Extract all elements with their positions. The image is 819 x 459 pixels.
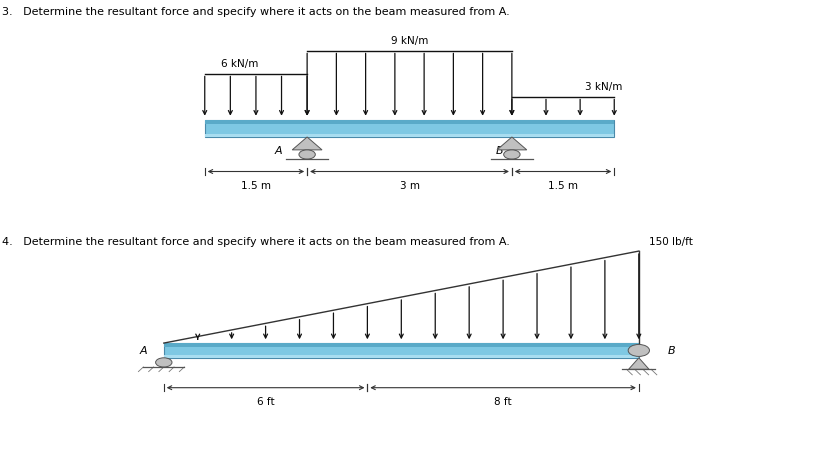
Polygon shape bbox=[497, 138, 527, 151]
Text: 8 ft: 8 ft bbox=[495, 396, 512, 406]
Bar bbox=[205, 120, 614, 125]
Circle shape bbox=[504, 151, 520, 160]
Bar bbox=[164, 343, 639, 347]
Text: 3.   Determine the resultant force and specify where it acts on the beam measure: 3. Determine the resultant force and spe… bbox=[2, 7, 509, 17]
Bar bbox=[205, 134, 614, 138]
Circle shape bbox=[299, 151, 315, 160]
Text: 6 kN/m: 6 kN/m bbox=[221, 59, 258, 69]
Circle shape bbox=[628, 345, 649, 357]
Text: 4.   Determine the resultant force and specify where it acts on the beam measure: 4. Determine the resultant force and spe… bbox=[2, 236, 509, 246]
Text: 1.5 m: 1.5 m bbox=[241, 180, 271, 190]
Text: 150 lb/ft: 150 lb/ft bbox=[649, 236, 693, 246]
Circle shape bbox=[156, 358, 172, 367]
Text: 3 kN/m: 3 kN/m bbox=[586, 82, 622, 92]
Bar bbox=[164, 355, 639, 358]
Polygon shape bbox=[629, 358, 649, 369]
Text: 9 kN/m: 9 kN/m bbox=[391, 36, 428, 46]
Text: A: A bbox=[275, 146, 283, 156]
Bar bbox=[164, 343, 639, 358]
Text: 1.5 m: 1.5 m bbox=[548, 180, 578, 190]
Bar bbox=[205, 120, 614, 138]
Text: A: A bbox=[140, 346, 147, 356]
Text: 6 ft: 6 ft bbox=[257, 396, 274, 406]
Polygon shape bbox=[292, 138, 322, 151]
Text: 3 m: 3 m bbox=[400, 180, 419, 190]
Text: B: B bbox=[667, 346, 675, 356]
Text: B: B bbox=[496, 146, 504, 156]
